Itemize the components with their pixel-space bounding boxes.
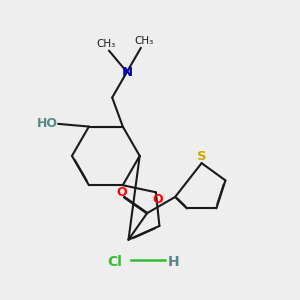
Text: CH₃: CH₃ — [134, 36, 154, 46]
Text: Cl: Cl — [107, 255, 122, 269]
Text: O: O — [116, 186, 127, 199]
Text: S: S — [197, 150, 206, 163]
Text: N: N — [121, 65, 133, 79]
Text: HO: HO — [37, 117, 58, 130]
Text: H: H — [168, 255, 179, 269]
Text: O: O — [152, 193, 163, 206]
Text: CH₃: CH₃ — [96, 39, 116, 49]
